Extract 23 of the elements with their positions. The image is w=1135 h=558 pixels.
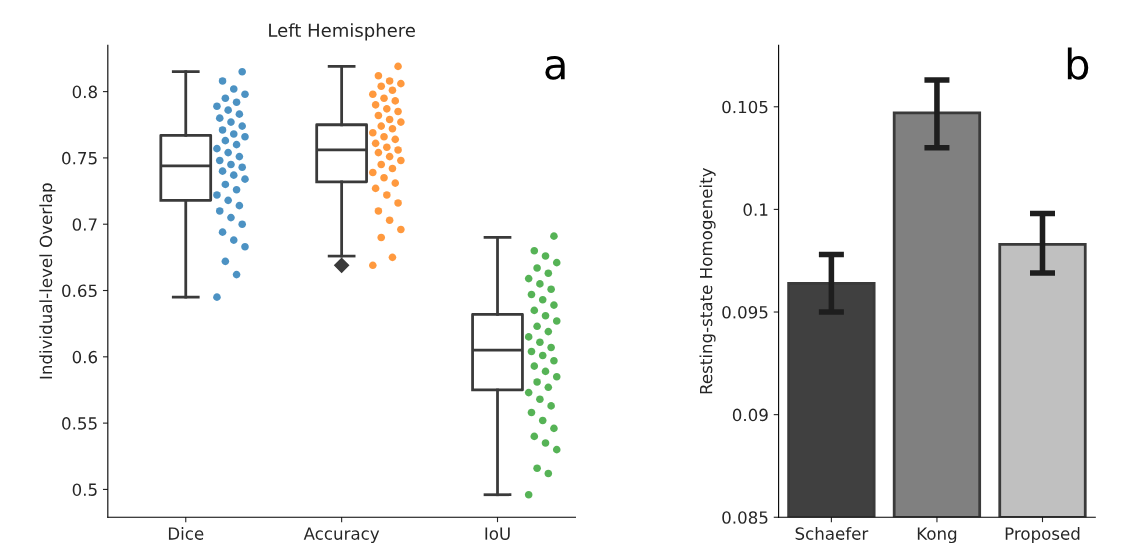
x-tick-label: Dice: [168, 526, 204, 540]
y-tick-label: 0.1: [743, 203, 768, 216]
x-tick-label: IoU: [485, 527, 510, 540]
annotation: b: [1067, 47, 1089, 80]
y-axis-title: Individual-level Overlap: [39, 183, 56, 379]
x-tick-label: Kong: [917, 527, 957, 544]
y-tick-label: 0.65: [62, 284, 97, 298]
y-tick-label: 0.105: [722, 100, 768, 114]
y-tick-label: 0.09: [732, 408, 768, 422]
y-axis-title: Resting-state Homogeneity: [699, 168, 716, 394]
y-tick-label: 0.085: [722, 511, 768, 524]
y-tick-label: 0.55: [62, 417, 97, 430]
y-tick-label: 0.7: [72, 218, 97, 231]
x-tick-label: Schaefer: [795, 526, 869, 540]
x-tick-label: Proposed: [1005, 526, 1080, 544]
y-tick-label: 0.095: [722, 305, 768, 319]
y-tick-label: 0.6: [72, 350, 98, 364]
y-tick-label: 0.8: [72, 85, 97, 99]
y-tick-label: 0.75: [62, 151, 97, 165]
chart-title: Left Hemisphere: [269, 23, 415, 41]
y-tick-label: 0.5: [72, 483, 97, 496]
annotation: a: [545, 55, 565, 80]
x-tick-label: Accuracy: [303, 527, 380, 544]
